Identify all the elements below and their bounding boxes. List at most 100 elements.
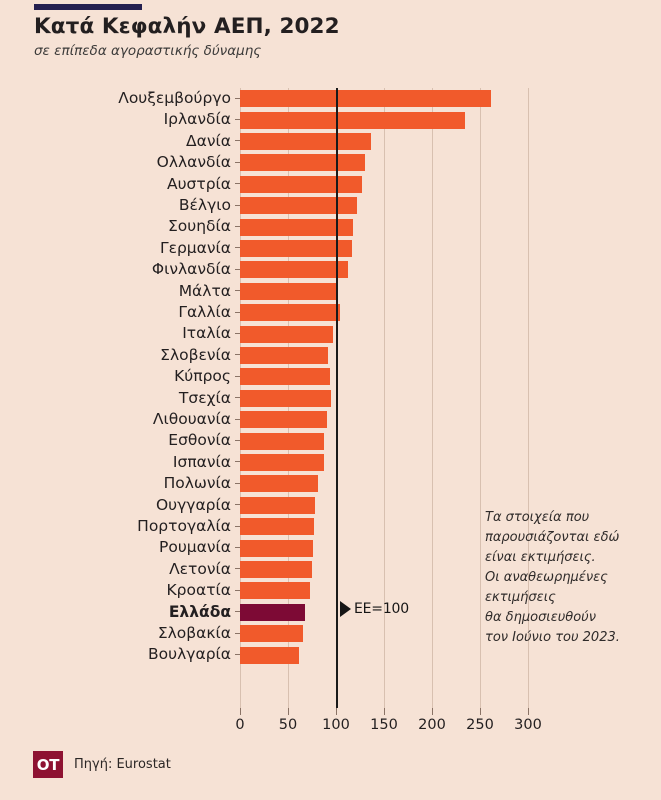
bar-label-14: Τσεχία <box>178 388 231 407</box>
bar-row: Βέλγιο <box>0 195 661 216</box>
y-axis-tick <box>235 118 240 120</box>
annotation-line-6: θα δημοσιευθούν <box>485 610 596 625</box>
bar-25 <box>240 625 304 643</box>
bar-label-2: Δανία <box>186 131 231 150</box>
y-axis-tick <box>235 311 240 313</box>
bar-26 <box>240 646 299 664</box>
y-axis-tick <box>235 546 240 548</box>
bar-row: Σουηδία <box>0 216 661 237</box>
x-axis-tick <box>288 708 289 715</box>
y-axis-tick <box>235 161 240 163</box>
bar-label-16: Εσθονία <box>168 431 231 450</box>
bar-label-15: Λιθουανία <box>152 410 231 428</box>
y-axis-tick <box>235 332 240 334</box>
gridline <box>432 88 433 708</box>
triangle-right-icon <box>340 601 351 617</box>
bar-row: Γερμανία <box>0 238 661 259</box>
y-axis-tick <box>235 354 240 356</box>
x-axis-tick <box>432 708 433 715</box>
bar-6 <box>240 218 354 236</box>
bar-row: Σλοβακία <box>0 623 661 644</box>
y-axis-tick <box>235 525 240 527</box>
bar-label-20: Πορτογαλία <box>137 517 231 535</box>
bar-7 <box>240 239 353 257</box>
bar-2 <box>240 132 371 150</box>
y-axis-tick <box>235 632 240 634</box>
bar-row: Εσθονία <box>0 430 661 451</box>
y-axis-tick <box>235 482 240 484</box>
y-axis-tick <box>235 268 240 270</box>
bar-row: Αυστρία <box>0 174 661 195</box>
bar-row: Λιθουανία <box>0 409 661 430</box>
bar-row: Ιρλανδία <box>0 109 661 130</box>
bar-9 <box>240 282 338 300</box>
bar-label-7: Γερμανία <box>159 238 231 257</box>
bar-17 <box>240 453 324 471</box>
x-axis-tick <box>240 708 241 715</box>
bar-5 <box>240 197 358 215</box>
annotation-note: Τα στοιχεία που παρουσιάζονται εδώ είναι… <box>485 508 650 648</box>
gridline <box>480 88 481 708</box>
x-axis-tick-label: 250 <box>466 717 494 733</box>
x-axis-tick <box>480 708 481 715</box>
bar-label-4: Αυστρία <box>166 174 231 193</box>
x-axis-tick-label: 50 <box>278 717 298 733</box>
bar-row: Γαλλία <box>0 302 661 323</box>
bar-24 <box>240 603 306 621</box>
bar-22 <box>240 560 312 578</box>
annotation-line-2: παρουσιάζονται εδώ <box>485 530 620 545</box>
y-axis-tick <box>235 653 240 655</box>
bar-label-13: Κύπρος <box>174 367 231 386</box>
x-axis-tick <box>528 708 529 715</box>
bar-18 <box>240 475 318 493</box>
bar-row: Ουγγαρία <box>0 495 661 516</box>
y-axis-tick <box>235 140 240 142</box>
bar-row: Λετονία <box>0 559 661 580</box>
bar-row: Πορτογαλία <box>0 516 661 537</box>
bar-label-25: Σλοβακία <box>157 624 231 642</box>
y-axis-tick <box>235 568 240 570</box>
gridline <box>528 88 529 708</box>
bar-row: Ιταλία <box>0 323 661 344</box>
x-axis-tick-label: 150 <box>370 717 398 733</box>
eu-reference-label: ΕΕ=100 <box>354 601 409 617</box>
bar-row: Φινλανδία <box>0 259 661 280</box>
bar-label-9: Μάλτα <box>178 281 231 300</box>
eu-reference-line <box>336 88 338 708</box>
y-axis-tick <box>235 397 240 399</box>
bar-21 <box>240 539 313 557</box>
bar-3 <box>240 154 365 172</box>
bar-label-22: Λετονία <box>169 559 231 578</box>
y-axis-tick <box>235 589 240 591</box>
bar-20 <box>240 518 314 536</box>
bar-label-24: Ελλάδα <box>168 602 231 621</box>
annotation-line-5: εκτιμήσεις <box>485 590 556 605</box>
x-axis-tick-label: 300 <box>514 717 542 733</box>
bar-16 <box>240 432 325 450</box>
bar-row: Σλοβενία <box>0 345 661 366</box>
y-axis-tick <box>235 225 240 227</box>
y-axis-tick <box>235 439 240 441</box>
x-axis: 0 50 100 150 200 250 300 <box>235 708 542 733</box>
header-accent-bar <box>34 4 142 10</box>
page-title: Κατά Κεφαλήν ΑΕΠ, 2022 <box>34 14 340 39</box>
y-axis-tick <box>235 204 240 206</box>
bar-label-11: Ιταλία <box>182 324 231 343</box>
bar-label-19: Ουγγαρία <box>155 495 231 514</box>
bar-label-23: Κροατία <box>166 581 232 600</box>
bar-0 <box>240 90 491 108</box>
bar-19 <box>240 496 315 514</box>
bar-14 <box>240 389 332 407</box>
bar-row: Κύπρος <box>0 366 661 387</box>
bar-label-21: Ρουμανία <box>159 538 231 557</box>
annotation-line-3: είναι εκτιμήσεις. <box>485 550 596 565</box>
x-axis-tick <box>336 708 337 715</box>
x-axis-tick-label: 100 <box>322 717 350 733</box>
annotation-line-7: τον Ιούνιο του 2023. <box>485 630 620 645</box>
gridline <box>384 88 385 708</box>
page-subtitle: σε επίπεδα αγοραστικής δύναμης <box>34 43 262 59</box>
y-axis-tick <box>235 418 240 420</box>
bar-label-17: Ισπανία <box>172 452 231 471</box>
